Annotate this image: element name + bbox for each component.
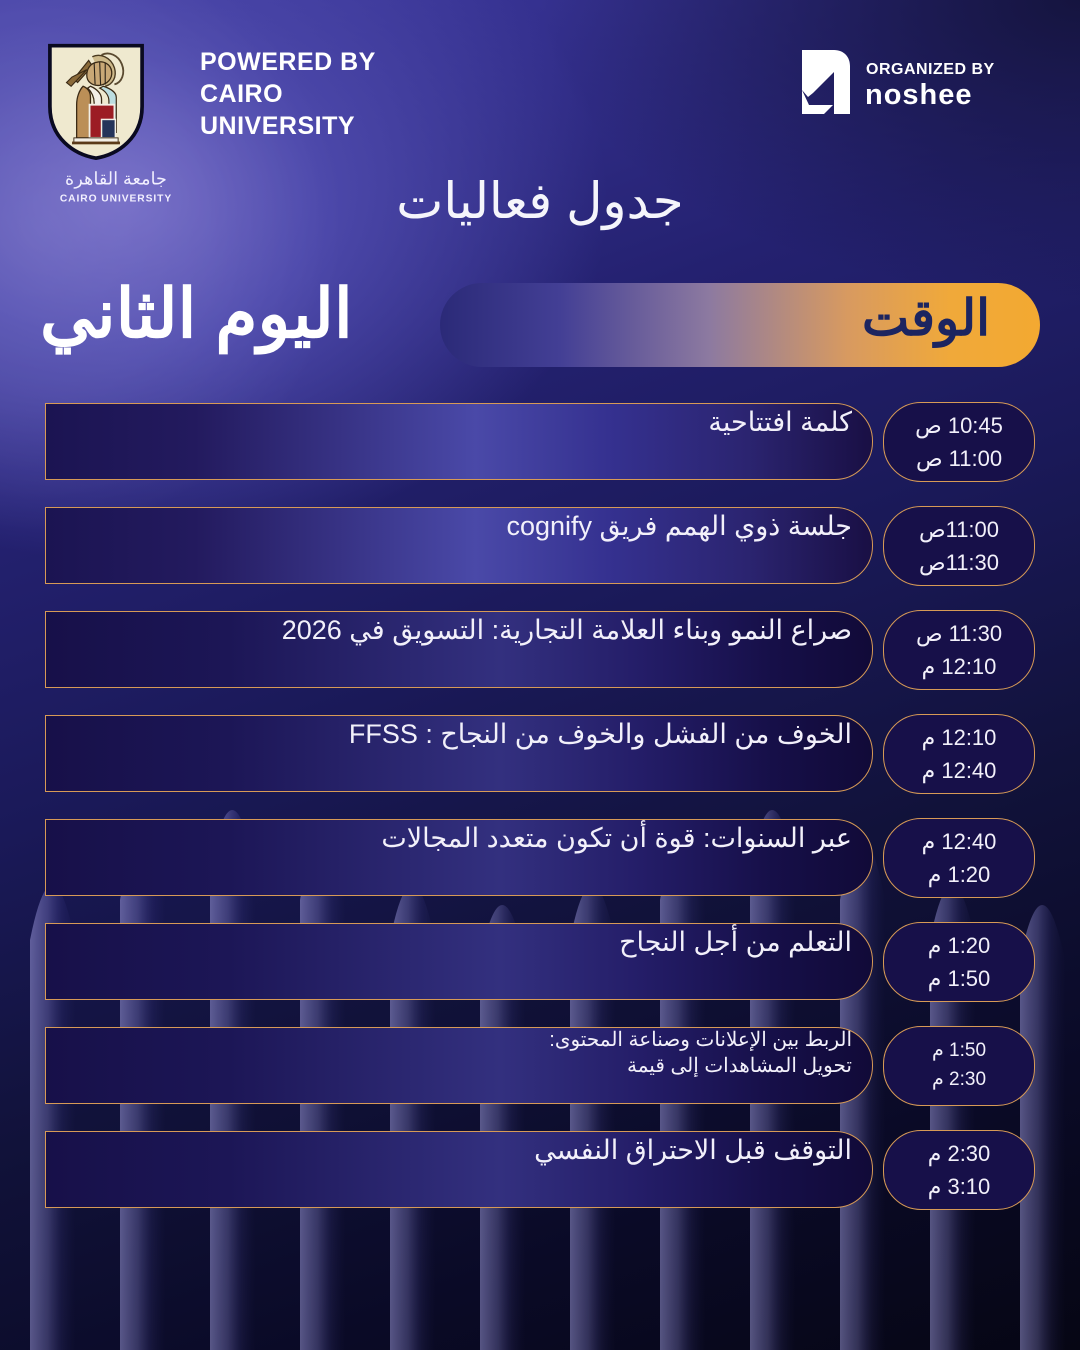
svg-text:ORGANIZED BY: ORGANIZED BY	[866, 61, 995, 78]
svg-text:noshee: noshee	[865, 79, 973, 111]
